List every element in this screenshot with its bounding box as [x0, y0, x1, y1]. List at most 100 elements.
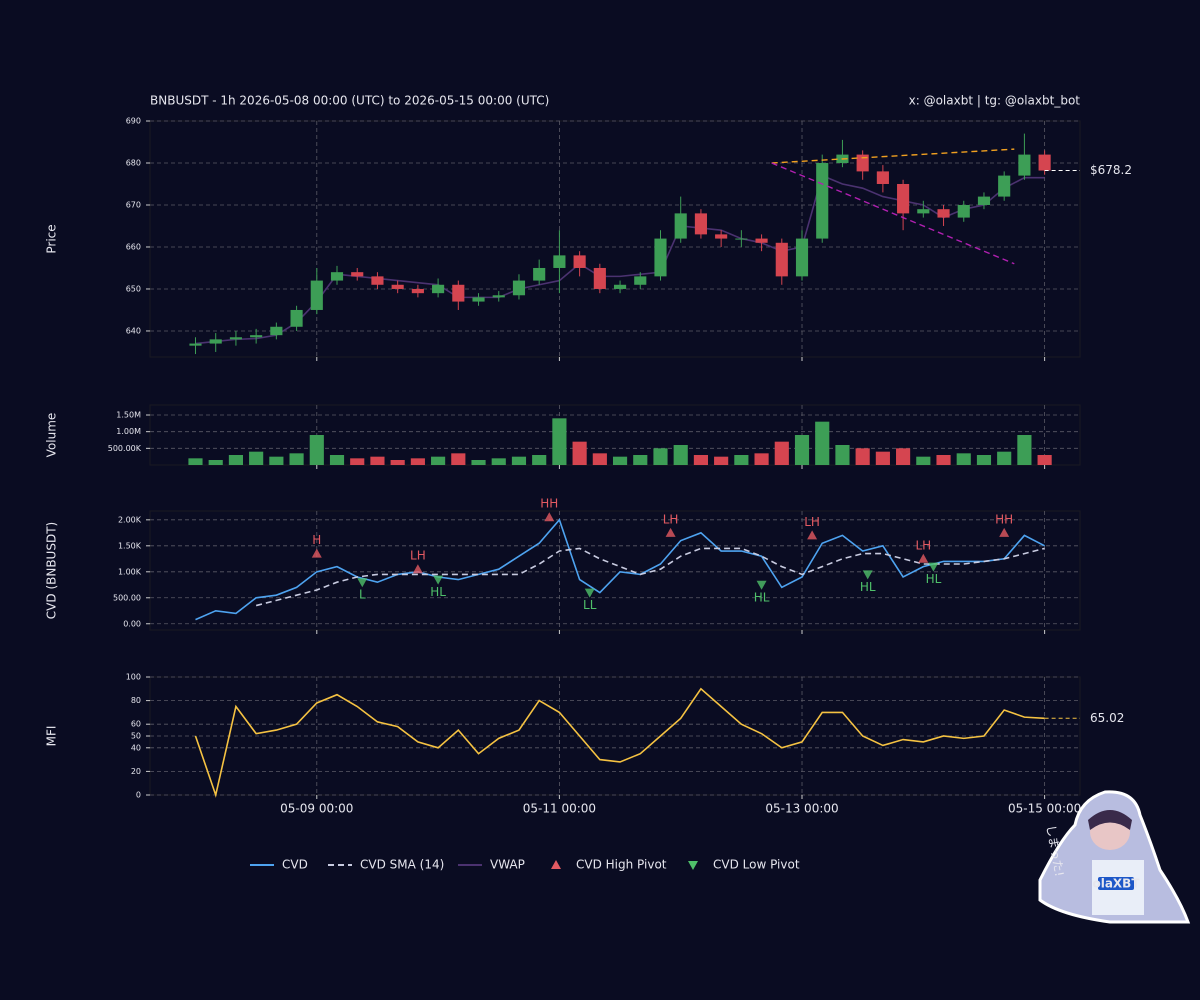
volume-bar: [572, 441, 587, 465]
volume-bar: [794, 435, 810, 465]
pivot-label: HL: [926, 572, 942, 586]
handle: x: @olaxbt | tg: @olaxbt_bot: [909, 94, 1081, 108]
candle-body: [512, 280, 526, 296]
candle-body: [1038, 154, 1051, 171]
candle-body: [917, 209, 930, 214]
volume-bar: [1037, 455, 1052, 465]
y-tick-label: 500.00K: [108, 444, 142, 453]
series-line: [195, 518, 1045, 621]
volume-bar: [774, 441, 789, 465]
legend: CVD CVD SMA (14) VWAP CVD High Pivot CVD Low…: [250, 858, 800, 872]
candle-body: [209, 339, 222, 344]
y-tick-label: 1.00M: [116, 427, 141, 436]
sticker: olaXBT しまった!: [1038, 790, 1191, 924]
volume-bar: [855, 448, 870, 465]
pivot-label: LH: [663, 512, 679, 526]
volume-bar: [511, 456, 527, 465]
pivot-label: H: [312, 533, 321, 547]
plot-area: [149, 510, 1081, 631]
y-tick-label: 670: [126, 200, 141, 209]
pivot-label: L: [359, 588, 366, 602]
candle-body: [330, 272, 344, 281]
y-tick-label: 100: [126, 673, 141, 682]
volume-bar: [370, 456, 385, 465]
volume-bar: [1017, 435, 1032, 465]
pivot-marker: [999, 527, 1010, 537]
candle-body: [856, 154, 869, 172]
chart-title: BNBUSDT - 1h 2026-05-08 00:00 (UTC) to 2…: [150, 94, 549, 108]
last-price-label: $678.2: [1090, 163, 1132, 177]
series-line: [255, 547, 1045, 607]
pivot-marker: [918, 553, 929, 563]
volume-bar: [997, 451, 1012, 465]
legend-label: CVD: [282, 858, 308, 872]
volume-bar: [552, 418, 567, 465]
legend-swatch: [551, 860, 561, 869]
volume-bar: [228, 455, 243, 465]
volume-bar: [936, 455, 951, 465]
volume-bar: [491, 458, 506, 465]
sticker-badge-text: olaXBT: [1092, 877, 1140, 891]
candle-body: [351, 272, 364, 277]
volume-bar: [188, 458, 203, 465]
y-tick-label: 40: [131, 743, 141, 752]
volume-bar: [714, 456, 729, 465]
candle-body: [573, 255, 586, 268]
candle-body: [957, 204, 970, 218]
candle-body: [452, 284, 465, 302]
volume-bar: [309, 435, 324, 465]
sticker-badge: [1098, 877, 1134, 890]
candle-body: [472, 297, 485, 302]
pivot-marker: [665, 527, 676, 537]
trend-line: [771, 148, 1015, 164]
pivot-marker: [928, 562, 939, 572]
pivot-label: HL: [860, 580, 876, 594]
volume-bar: [329, 455, 345, 465]
volume-bar: [612, 456, 628, 465]
sticker-body: [1038, 790, 1191, 924]
volume-bar: [633, 455, 648, 465]
y-tick-label: 640: [126, 326, 141, 335]
trend-line: [771, 162, 1015, 265]
volume-bar: [653, 448, 668, 465]
volume-bar: [734, 455, 749, 465]
candle-body: [411, 288, 424, 294]
candle-body: [897, 183, 910, 214]
candle-body: [189, 343, 202, 346]
volume-bar: [592, 453, 607, 465]
legend-swatch: [688, 861, 698, 870]
volume-bar: [269, 456, 284, 465]
volume-bar: [350, 458, 365, 465]
volume-bar: [956, 453, 971, 465]
candle-body: [229, 337, 242, 340]
y-tick-label: 20: [131, 767, 141, 776]
candle-body: [795, 238, 809, 277]
y-tick-label: 80: [131, 696, 141, 705]
volume-bar: [835, 445, 850, 465]
pivot-marker: [756, 580, 767, 590]
candle-body: [634, 276, 647, 285]
pivot-marker: [357, 578, 368, 588]
candle-body: [937, 209, 950, 218]
candle-body: [250, 335, 263, 338]
y-tick-label: 1.50K: [118, 541, 142, 550]
x-tick-label: 05-13 00:00: [765, 802, 838, 816]
y-tick-label: 690: [126, 117, 141, 126]
candle-body: [290, 309, 303, 327]
series-line: [194, 687, 1045, 798]
pivot-label: LH: [804, 515, 820, 529]
sticker-hair: [1088, 810, 1132, 830]
y-tick-label: 680: [126, 158, 141, 167]
last-value-label: 65.02: [1090, 711, 1124, 725]
volume-bar: [390, 460, 405, 465]
pivot-label: LL: [583, 598, 597, 612]
candle-body: [432, 284, 445, 294]
y-tick-label: 0.00: [123, 619, 141, 628]
pivot-marker: [862, 570, 873, 580]
volume-bar: [289, 453, 304, 465]
y-tick-label: 50: [131, 732, 141, 741]
x-tick-label: 05-15 00:00: [1008, 802, 1081, 816]
y-tick-label: 660: [126, 242, 141, 251]
legend-label: CVD SMA (14): [360, 858, 444, 872]
